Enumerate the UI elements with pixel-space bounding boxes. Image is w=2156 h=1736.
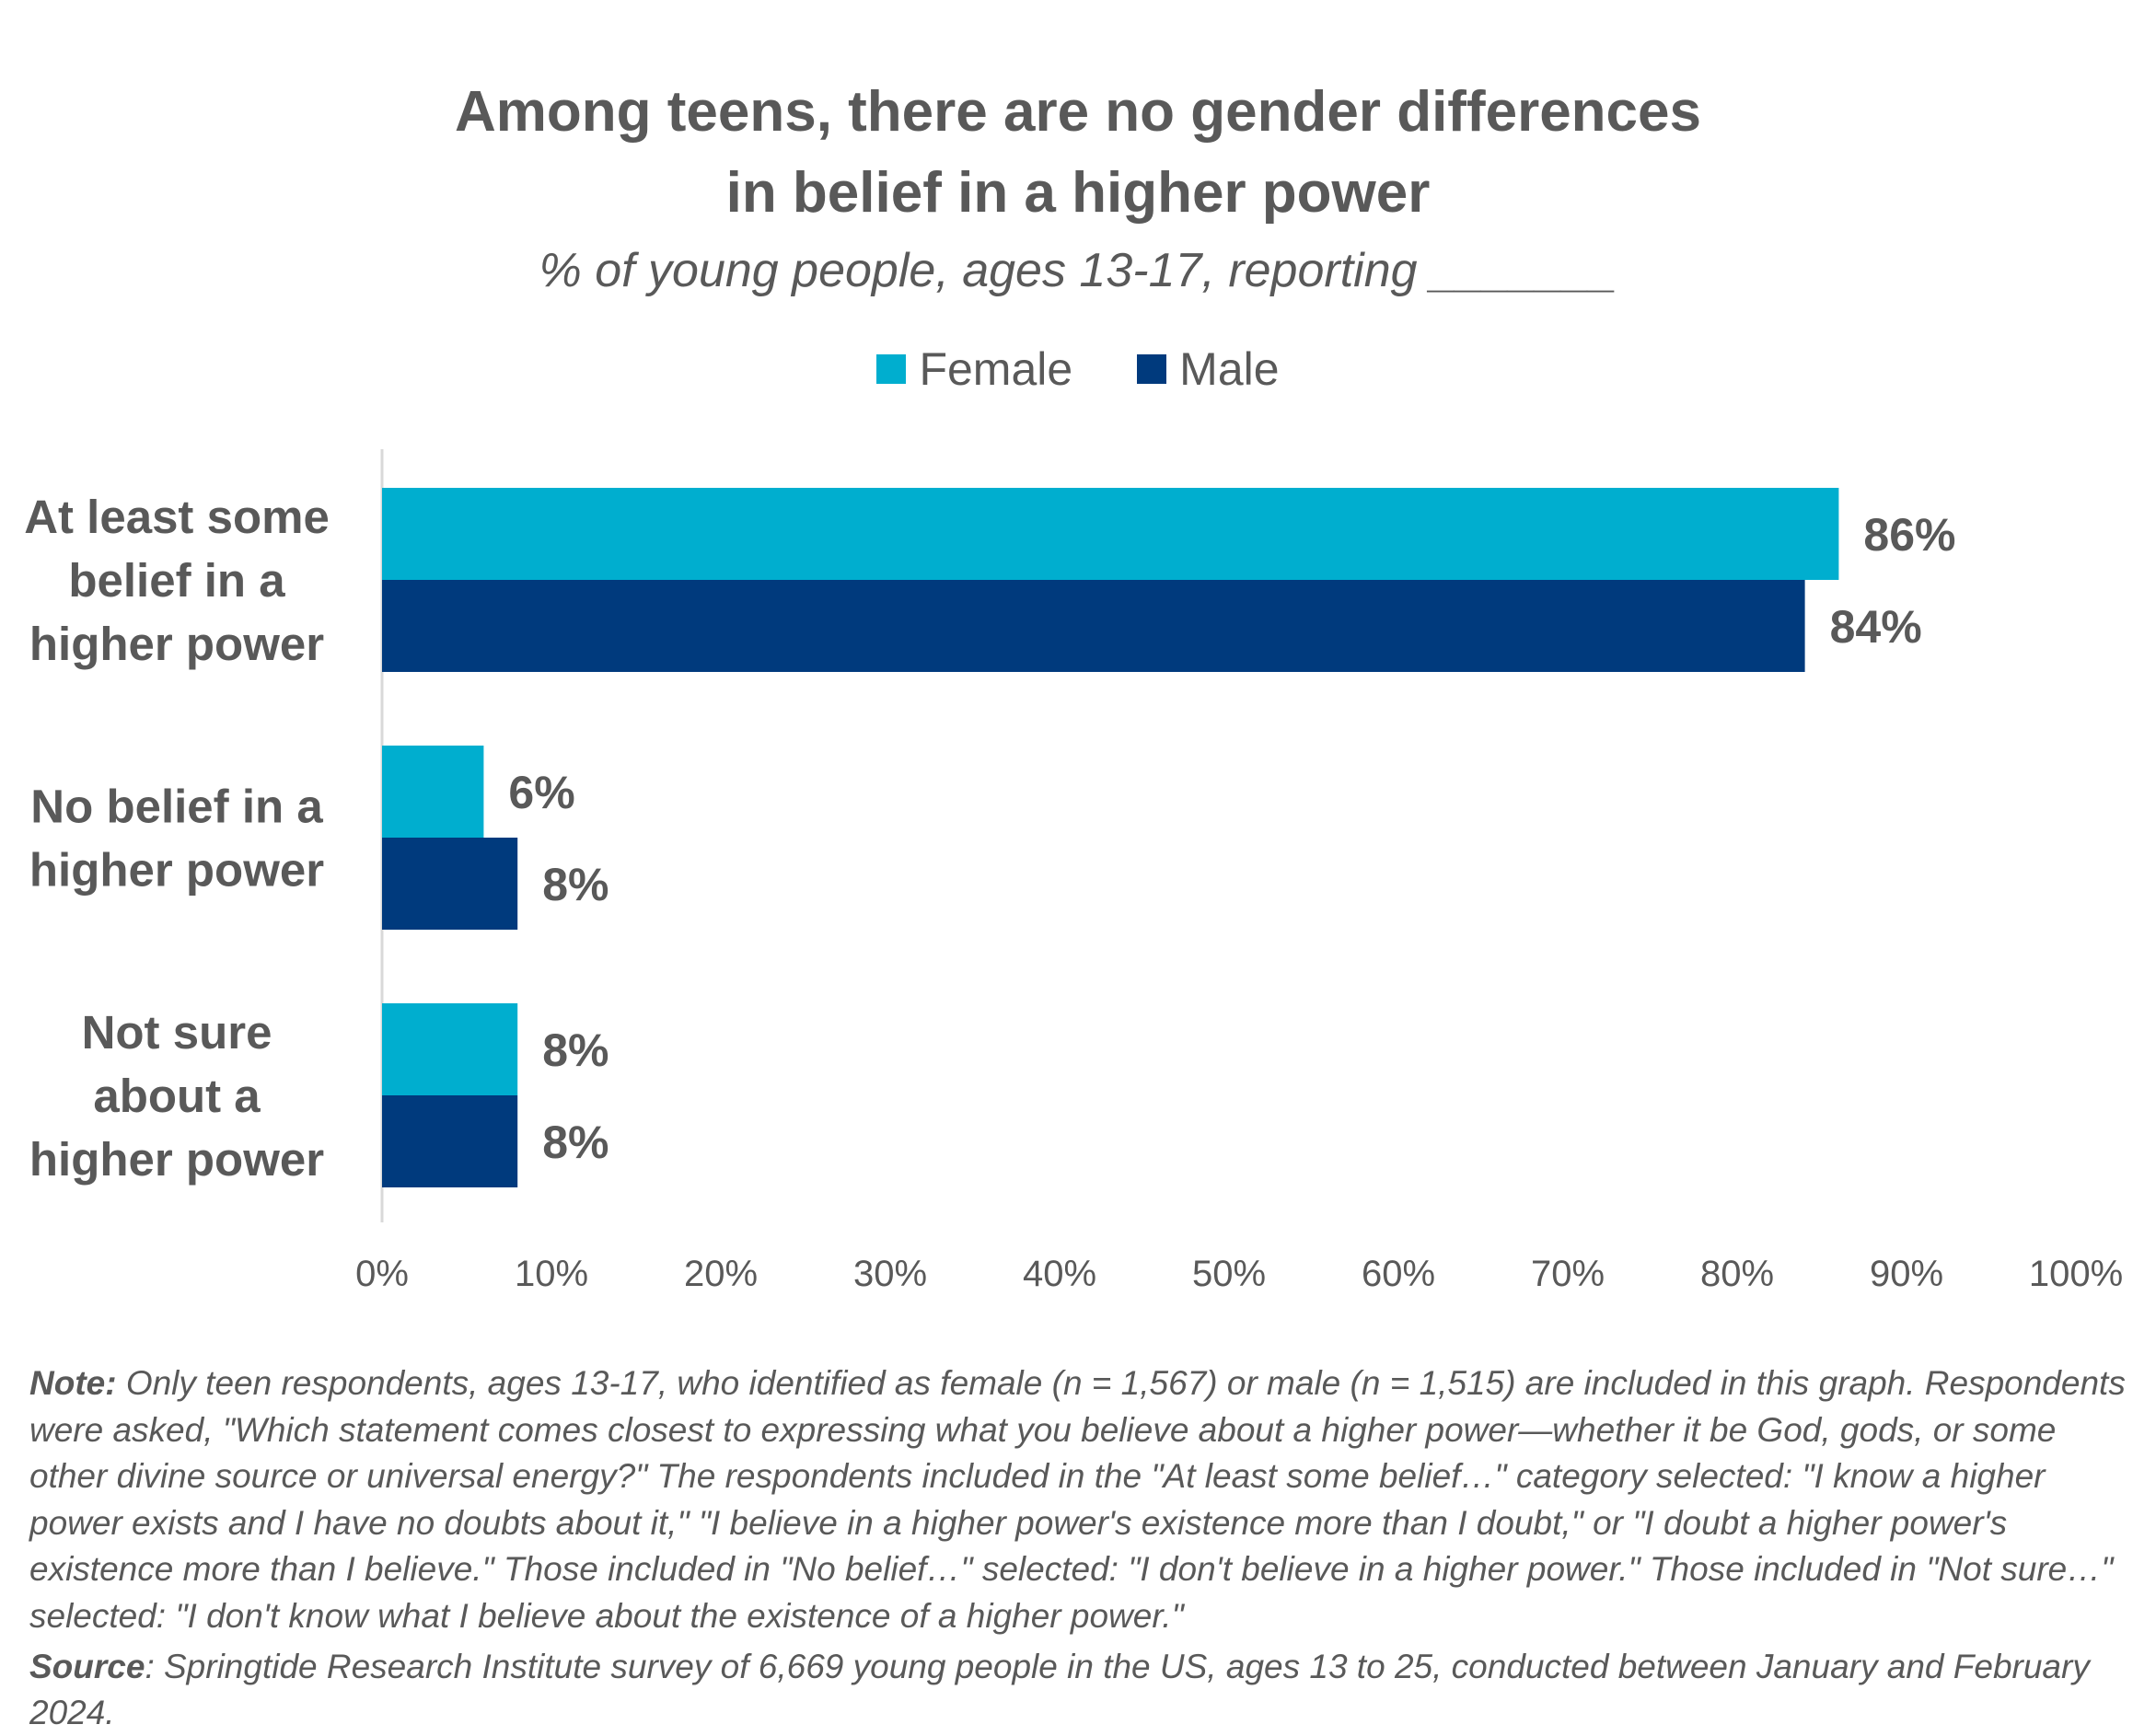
x-tick-label-3: 30% (853, 1254, 927, 1294)
x-tick-label-10: 100% (2029, 1254, 2123, 1294)
category-label-2-line-2: higher power (29, 1133, 324, 1186)
x-tick-label-5: 50% (1192, 1254, 1266, 1294)
data-label-female-2: 8% (542, 1024, 609, 1076)
chart-title-line-1: Among teens, there are no gender differe… (454, 80, 1701, 144)
x-tick-label-0: 0% (355, 1254, 409, 1294)
category-label-0-line-0: At least some (24, 491, 330, 543)
bar-female-1 (382, 746, 484, 838)
bar-female-0 (382, 488, 1839, 580)
data-label-male-0: 84% (1830, 601, 1922, 653)
data-label-female-1: 6% (508, 767, 574, 818)
note-label: Note: (29, 1364, 117, 1402)
category-label-2-line-0: Not sure (82, 1006, 272, 1059)
chart-source: Source: Springtide Research Institute su… (29, 1644, 2138, 1736)
legend-item-male: Male (1137, 342, 1280, 396)
source-label: Source (29, 1648, 145, 1685)
x-tick-label-9: 90% (1870, 1254, 1943, 1294)
bar-chart: 86% 84% At least some belief in a higher pow… (24, 449, 2123, 1294)
x-tick-label-6: 60% (1362, 1254, 1435, 1294)
legend-swatch-male (1137, 354, 1167, 384)
legend-label-male: Male (1179, 343, 1280, 395)
x-tick-label-2: 20% (684, 1254, 758, 1294)
source-text: : Springtide Research Institute survey o… (29, 1648, 2090, 1731)
category-label-2-line-1: about a (93, 1070, 261, 1122)
legend: Female Male (0, 342, 2156, 396)
x-tick-label-1: 10% (515, 1254, 588, 1294)
data-label-male-2: 8% (542, 1117, 609, 1168)
category-label-1-line-0: No belief in a (30, 781, 323, 833)
category-label-0-line-2: higher power (29, 618, 324, 670)
chart-note: Note: Only teen respondents, ages 13-17,… (29, 1360, 2138, 1639)
x-tick-label-4: 40% (1023, 1254, 1096, 1294)
x-tick-label-7: 70% (1531, 1254, 1605, 1294)
legend-swatch-female (876, 354, 907, 384)
note-text: Only teen respondents, ages 13-17, who i… (29, 1364, 2126, 1635)
legend-label-female: Female (919, 343, 1073, 395)
data-label-male-1: 8% (542, 859, 609, 910)
x-tick-label-8: 80% (1700, 1254, 1774, 1294)
chart-title-block: Among teens, there are no gender differe… (0, 72, 2156, 307)
category-label-0-line-1: belief in a (68, 554, 285, 607)
category-label-1-line-1: higher power (29, 844, 324, 897)
data-label-female-0: 86% (1863, 509, 1955, 561)
bar-male-1 (382, 838, 518, 930)
legend-item-female: Female (876, 342, 1072, 396)
bar-male-0 (382, 580, 1805, 672)
bar-male-2 (382, 1095, 518, 1187)
chart-title-line-2: in belief in a higher power (725, 161, 1431, 225)
bar-female-2 (382, 1003, 518, 1095)
chart-subtitle: % of young people, ages 13-17, reporting… (539, 244, 1617, 297)
